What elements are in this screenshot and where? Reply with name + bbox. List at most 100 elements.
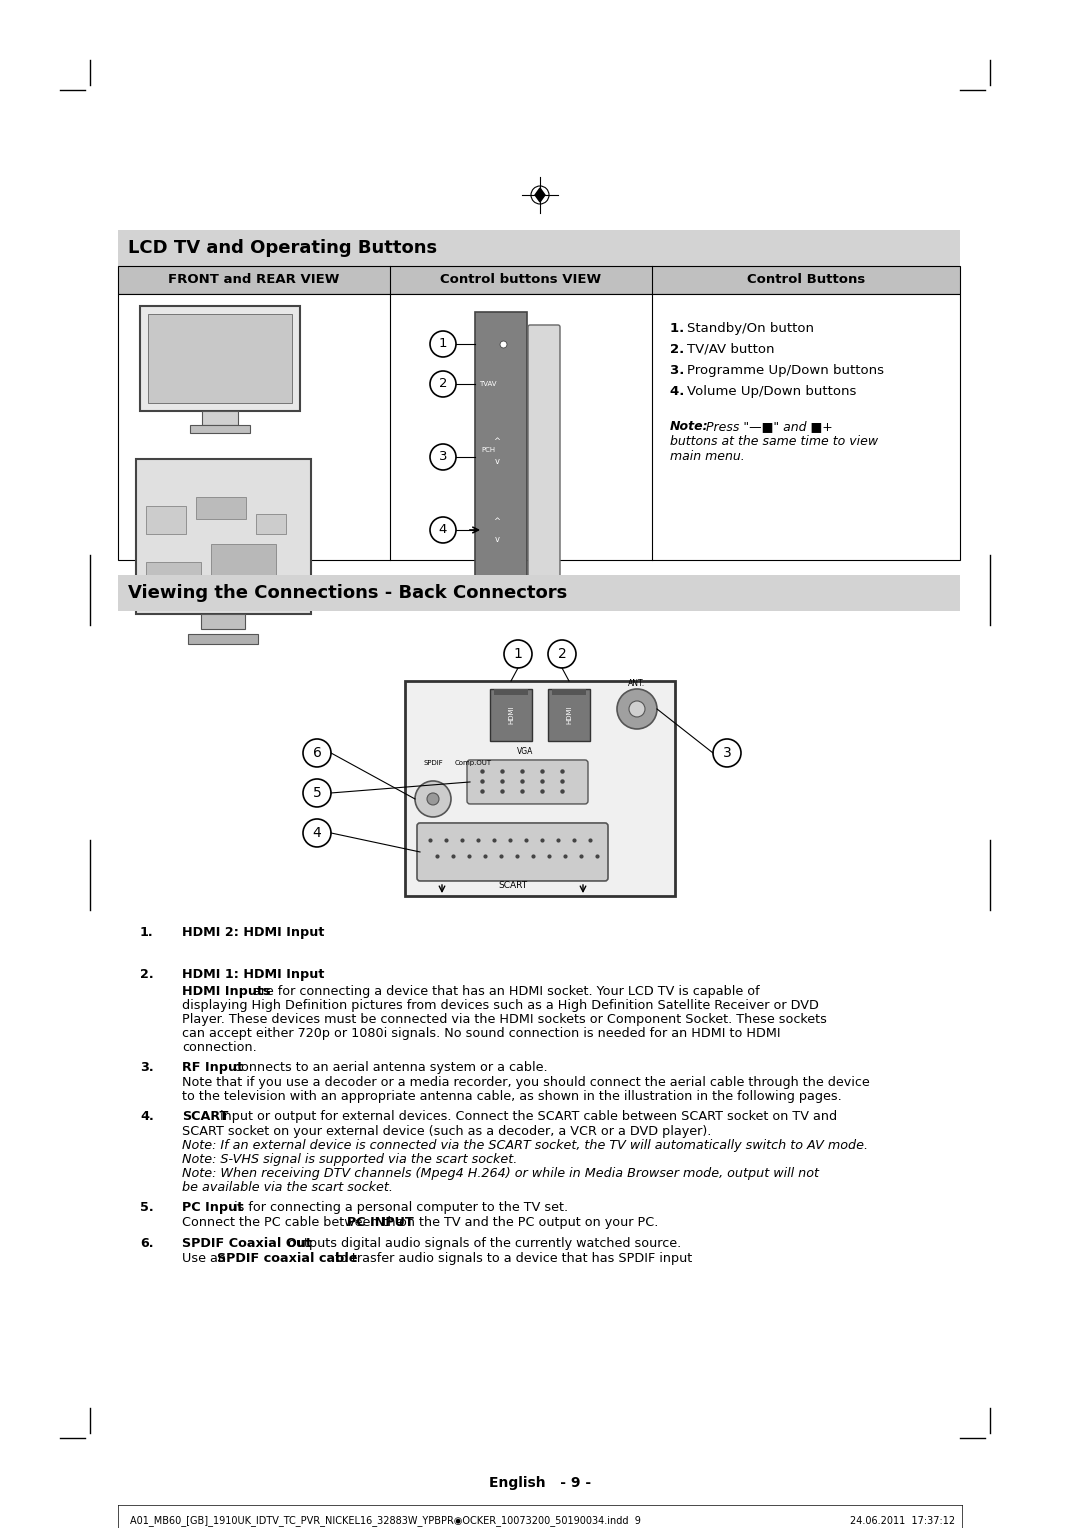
Text: Press "—■" and ■+: Press "—■" and ■+ <box>706 420 833 432</box>
Text: HDMI 1: HDMI Input: HDMI 1: HDMI Input <box>183 967 324 981</box>
Text: TVAV: TVAV <box>480 380 497 387</box>
Text: PCH: PCH <box>481 448 495 452</box>
Text: 2: 2 <box>557 646 566 662</box>
Bar <box>211 544 276 579</box>
Text: be available via the scart socket.: be available via the scart socket. <box>183 1181 393 1193</box>
Bar <box>195 497 246 520</box>
Text: outputs digital audio signals of the currently watched source.: outputs digital audio signals of the cur… <box>284 1238 681 1250</box>
Text: SPDIF: SPDIF <box>423 759 443 766</box>
Text: ^: ^ <box>494 437 500 446</box>
Text: 1.: 1. <box>670 322 689 335</box>
Bar <box>548 689 590 741</box>
Bar <box>148 313 292 403</box>
Text: SCART: SCART <box>498 882 527 889</box>
Text: Control buttons VIEW: Control buttons VIEW <box>441 274 602 286</box>
FancyBboxPatch shape <box>467 759 588 804</box>
Bar <box>118 293 960 559</box>
Text: 3: 3 <box>438 451 447 463</box>
Bar <box>118 231 960 266</box>
Bar <box>118 266 960 293</box>
Text: Comp.OUT: Comp.OUT <box>455 759 491 766</box>
Text: HDMI 2: HDMI Input: HDMI 2: HDMI Input <box>183 926 324 940</box>
Text: Viewing the Connections - Back Connectors: Viewing the Connections - Back Connector… <box>129 584 567 602</box>
Text: 1: 1 <box>514 646 523 662</box>
Text: v: v <box>495 535 499 544</box>
Text: 4.: 4. <box>670 385 689 397</box>
Bar <box>188 634 258 643</box>
Text: 3.: 3. <box>670 364 689 377</box>
Text: Connect the PC cable between the: Connect the PC cable between the <box>183 1216 407 1229</box>
FancyBboxPatch shape <box>417 824 608 882</box>
FancyBboxPatch shape <box>528 325 561 579</box>
Bar <box>552 689 586 695</box>
Bar <box>494 689 528 695</box>
Text: SCART socket on your external device (such as a decoder, a VCR or a DVD player).: SCART socket on your external device (su… <box>183 1125 712 1138</box>
Text: 5: 5 <box>312 785 322 801</box>
Text: connects to an aerial antenna system or a cable.: connects to an aerial antenna system or … <box>230 1060 548 1074</box>
Text: input or output for external devices. Connect the SCART cable between SCART sock: input or output for external devices. Co… <box>212 1109 837 1123</box>
Bar <box>475 312 527 587</box>
Text: A01_MB60_[GB]_1910UK_IDTV_TC_PVR_NICKEL16_32883W_YPBPR◉OCKER_10073200_50190034.i: A01_MB60_[GB]_1910UK_IDTV_TC_PVR_NICKEL1… <box>130 1516 640 1526</box>
Text: SPDIF Coaxial Out: SPDIF Coaxial Out <box>183 1238 312 1250</box>
Text: SPDIF coaxial cable: SPDIF coaxial cable <box>217 1251 357 1265</box>
Text: HDMI Inputs: HDMI Inputs <box>183 986 270 998</box>
Text: 6.: 6. <box>140 1238 153 1250</box>
Text: HDMI: HDMI <box>508 706 514 724</box>
Text: to the television with an appropriate antenna cable, as shown in the illustratio: to the television with an appropriate an… <box>183 1089 841 1103</box>
Bar <box>256 513 286 533</box>
Text: on the TV and the PC output on your PC.: on the TV and the PC output on your PC. <box>395 1216 659 1229</box>
Text: ^: ^ <box>494 518 500 527</box>
Bar <box>146 506 186 533</box>
Text: SCART: SCART <box>183 1109 228 1123</box>
Text: Volume Up/Down buttons: Volume Up/Down buttons <box>687 385 856 397</box>
Text: 5.: 5. <box>140 1201 153 1213</box>
Text: VGA: VGA <box>517 747 534 756</box>
Text: 1.: 1. <box>140 926 153 940</box>
Bar <box>118 575 960 611</box>
Text: PC Input: PC Input <box>183 1201 243 1213</box>
Text: can accept either 720p or 1080i signals. No sound connection is needed for an HD: can accept either 720p or 1080i signals.… <box>183 1027 781 1041</box>
Bar <box>190 425 249 432</box>
Text: RF Input: RF Input <box>183 1060 243 1074</box>
Text: Control Buttons: Control Buttons <box>747 274 865 286</box>
Bar <box>146 562 201 602</box>
Text: 6: 6 <box>312 746 322 759</box>
Text: connection.: connection. <box>183 1041 257 1054</box>
Text: Use an: Use an <box>183 1251 230 1265</box>
Bar <box>201 614 245 630</box>
Text: 24.06.2011  17:37:12: 24.06.2011 17:37:12 <box>850 1516 955 1526</box>
Text: are for connecting a device that has an HDMI socket. Your LCD TV is capable of: are for connecting a device that has an … <box>249 986 759 998</box>
Text: 4: 4 <box>438 524 447 536</box>
Bar <box>118 266 960 293</box>
Text: Note:: Note: <box>670 420 708 432</box>
Text: 2.: 2. <box>670 342 689 356</box>
Text: 4.: 4. <box>140 1109 153 1123</box>
Text: TV/AV button: TV/AV button <box>687 342 775 356</box>
Text: Programme Up/Down buttons: Programme Up/Down buttons <box>687 364 885 377</box>
Bar <box>405 681 675 895</box>
Text: buttons at the same time to view: buttons at the same time to view <box>670 435 878 448</box>
Text: 2: 2 <box>438 377 447 391</box>
Text: v: v <box>495 457 499 466</box>
Text: to trasfer audio signals to a device that has SPDIF input: to trasfer audio signals to a device tha… <box>330 1251 692 1265</box>
Text: main menu.: main menu. <box>670 449 745 463</box>
Text: 1: 1 <box>438 338 447 350</box>
Text: is for connecting a personal computer to the TV set.: is for connecting a personal computer to… <box>230 1201 568 1213</box>
Bar <box>136 458 311 614</box>
Circle shape <box>427 793 438 805</box>
Text: HDMI: HDMI <box>566 706 572 724</box>
Circle shape <box>415 781 451 817</box>
Text: Note that if you use a decoder or a media recorder, you should connect the aeria: Note that if you use a decoder or a medi… <box>183 1076 869 1089</box>
Text: Note: S-VHS signal is supported via the scart socket.: Note: S-VHS signal is supported via the … <box>183 1154 517 1166</box>
Bar <box>490 689 532 741</box>
Text: 3.: 3. <box>140 1060 153 1074</box>
Text: 2.: 2. <box>140 967 153 981</box>
Text: FRONT and REAR VIEW: FRONT and REAR VIEW <box>168 274 340 286</box>
Polygon shape <box>535 188 545 202</box>
Text: English   - 9 -: English - 9 - <box>489 1476 591 1490</box>
Text: 3: 3 <box>723 746 731 759</box>
Text: Note: When receiving DTV channels (Mpeg4 H.264) or while in Media Browser mode, : Note: When receiving DTV channels (Mpeg4… <box>183 1167 819 1180</box>
Text: displaying High Definition pictures from devices such as a High Definition Satel: displaying High Definition pictures from… <box>183 999 819 1012</box>
Text: ANT.: ANT. <box>629 678 646 688</box>
Text: LCD TV and Operating Buttons: LCD TV and Operating Buttons <box>129 238 437 257</box>
